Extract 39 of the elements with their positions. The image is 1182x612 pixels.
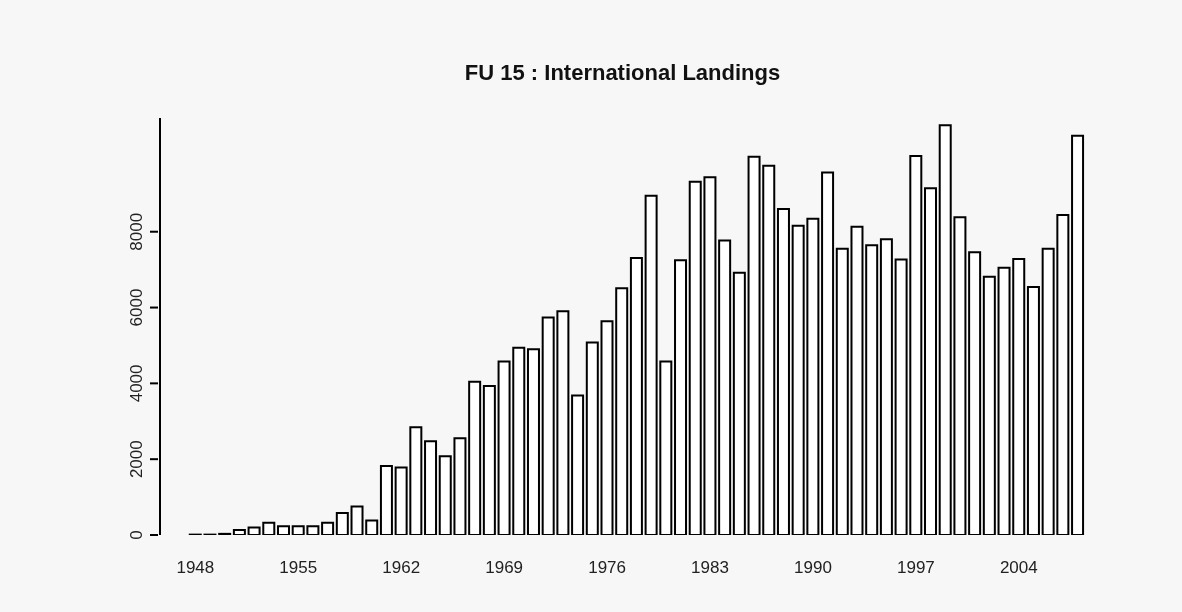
y-tick-label: 0 [127, 530, 146, 540]
x-tick-label: 1976 [588, 558, 626, 578]
x-tick-label: 1990 [794, 558, 832, 578]
bar [718, 239, 732, 535]
x-tick-label: 1969 [485, 558, 524, 578]
bar [424, 440, 438, 535]
bar [571, 394, 585, 535]
y-tick-label: 2000 [127, 440, 146, 479]
bar [379, 465, 393, 535]
bar [629, 256, 643, 535]
y-tick-label: 6000 [127, 288, 146, 327]
x-tick-label: 1962 [382, 558, 421, 578]
bar [732, 271, 746, 535]
x-tick-label: 1983 [691, 558, 729, 578]
bar [821, 171, 835, 535]
x-tick-label: 2004 [999, 558, 1038, 578]
bar [232, 529, 246, 535]
x-tick-label: 1955 [279, 558, 318, 578]
y-tick-label: 8000 [127, 212, 146, 251]
bar [674, 259, 688, 535]
bar [1071, 134, 1085, 535]
bar [879, 238, 893, 535]
bar [526, 348, 540, 535]
bar [585, 341, 599, 535]
chart-title: FU 15 : International Landings [463, 60, 782, 86]
bar [482, 385, 496, 535]
bar [924, 187, 938, 535]
bar [776, 207, 790, 535]
bar [865, 244, 879, 535]
bar [1026, 286, 1040, 535]
bar [321, 521, 335, 535]
bar [335, 512, 349, 535]
x-tick-label: 1948 [176, 558, 215, 578]
x-tick-label: 1997 [896, 558, 935, 578]
bar [276, 525, 290, 535]
bar [968, 251, 982, 535]
y-tick-label: 4000 [127, 364, 146, 403]
bar [982, 275, 996, 535]
bar [468, 380, 482, 535]
